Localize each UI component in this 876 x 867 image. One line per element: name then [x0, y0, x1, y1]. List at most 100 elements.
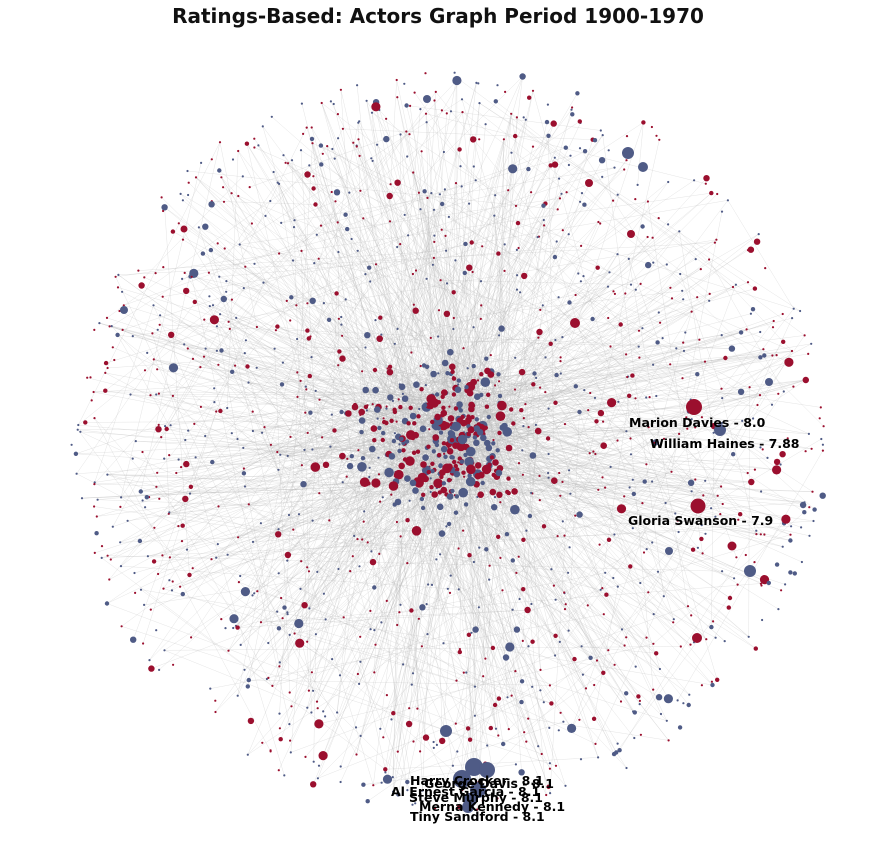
actor-node: [677, 530, 680, 534]
actor-node: [359, 189, 362, 192]
actor-node: [358, 417, 366, 424]
actor-node: [271, 684, 274, 688]
actor-node: [230, 369, 235, 374]
actor-node: [284, 551, 292, 559]
actor-node: [355, 753, 358, 756]
actor-node: [441, 359, 449, 367]
actor-node: [568, 469, 571, 472]
actor-node: [540, 752, 543, 756]
actor-node: [76, 428, 79, 431]
actor-node: [349, 454, 354, 459]
actor-node: [419, 604, 426, 611]
actor-node: [214, 710, 217, 714]
actor-node: [262, 281, 265, 284]
actor-node: [473, 714, 476, 717]
actor-node: [279, 382, 285, 387]
actor-node: [314, 389, 317, 392]
actor-node: [442, 447, 447, 452]
actor-node: [278, 712, 281, 715]
actor-node: [447, 215, 450, 218]
actor-node: [736, 583, 739, 586]
actor-node: [728, 345, 736, 352]
actor-node: [786, 437, 789, 440]
actor-node: [669, 286, 672, 289]
actor-node: [438, 430, 444, 435]
actor-node: [452, 327, 455, 331]
actor-node: [339, 452, 346, 460]
actor-node: [253, 262, 256, 265]
actor-node: [411, 526, 422, 536]
actor-node: [440, 109, 443, 112]
actor-node: [385, 117, 388, 120]
actor-node: [527, 426, 530, 429]
actor-node: [307, 570, 311, 573]
actor-node: [215, 410, 218, 413]
actor-node: [612, 199, 615, 202]
actor-node: [651, 236, 654, 239]
actor-node: [579, 758, 583, 761]
actor-node: [228, 327, 231, 330]
actor-node: [472, 165, 475, 168]
actor-node: [496, 797, 499, 800]
actor-node: [243, 352, 246, 355]
actor-node: [435, 743, 438, 747]
actor-node: [710, 682, 715, 688]
actor-node: [531, 685, 534, 688]
actor-node: [306, 431, 309, 434]
actor-node: [384, 771, 387, 774]
actor-node: [807, 352, 810, 355]
actor-node: [288, 633, 291, 637]
actor-node: [524, 606, 531, 614]
actor-node: [426, 633, 429, 636]
actor-node: [435, 558, 438, 561]
actor-node: [723, 355, 728, 361]
actor-node: [466, 431, 471, 437]
actor-node: [371, 102, 381, 112]
actor-node: [438, 530, 446, 537]
actor-node: [652, 642, 655, 645]
actor-node: [443, 422, 451, 429]
actor-node: [160, 436, 163, 439]
actor-node: [594, 419, 599, 424]
actor-node: [541, 304, 544, 307]
actor-node: [496, 84, 499, 87]
actor-node: [741, 419, 744, 422]
actor-node: [580, 645, 583, 648]
actor-node: [600, 442, 607, 450]
actor-node: [183, 343, 186, 346]
actor-node: [454, 386, 462, 394]
actor-node: [364, 273, 367, 276]
actor-node: [472, 626, 479, 633]
actor-node: [506, 476, 511, 481]
actor-node: [100, 556, 103, 560]
actor-node: [454, 494, 460, 499]
actor-node: [652, 613, 655, 616]
actor-node: [438, 193, 441, 196]
actor-node: [714, 636, 717, 639]
actor-node: [412, 487, 419, 494]
actor-node: [455, 679, 458, 682]
actor-node: [146, 351, 149, 354]
actor-node: [554, 598, 557, 601]
actor-node: [324, 618, 327, 621]
actor-node: [616, 585, 619, 588]
actor-node: [561, 336, 564, 339]
actor-node: [760, 584, 763, 587]
actor-node: [419, 750, 422, 753]
actor-node: [681, 289, 684, 292]
actor-node: [803, 334, 806, 337]
actor-node: [620, 628, 624, 631]
actor-node: [267, 641, 270, 645]
actor-node: [406, 155, 409, 158]
actor-node: [559, 711, 562, 714]
actor-node: [311, 448, 314, 451]
actor-node: [106, 473, 109, 476]
actor-node: [137, 269, 140, 272]
actor-node: [390, 493, 393, 496]
actor-node: [513, 388, 517, 391]
actor-node: [354, 726, 358, 729]
actor-node: [130, 636, 137, 643]
actor-node: [104, 601, 110, 606]
actor-node: [376, 335, 384, 343]
actor-node: [755, 533, 758, 536]
